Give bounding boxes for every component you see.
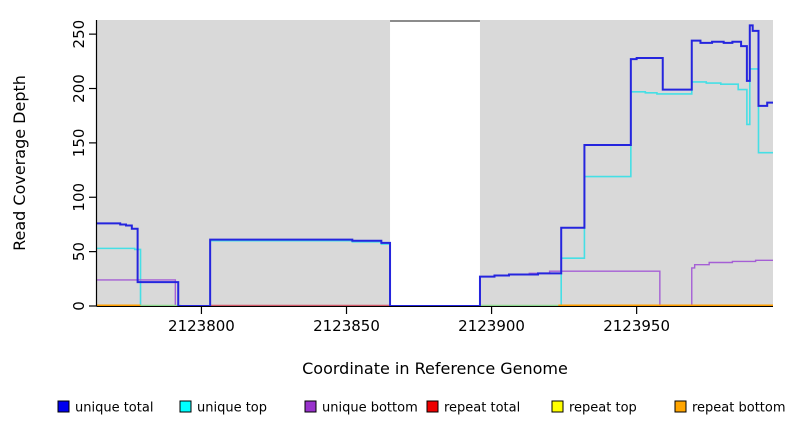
legend-swatch xyxy=(674,400,687,413)
y-tick-label: 200 xyxy=(70,74,88,103)
x-tick-label: 2123800 xyxy=(168,317,235,335)
legend-label: unique total xyxy=(75,401,153,416)
legend-item: repeat bottom xyxy=(674,400,786,416)
legend: unique total unique top unique bottom repea… xyxy=(57,400,786,416)
legend-item: unique total xyxy=(57,400,153,416)
series-line-unique-top xyxy=(97,68,773,307)
y-tick-label: 50 xyxy=(70,242,88,261)
x-tick-label: 2123850 xyxy=(313,317,380,335)
legend-label: repeat top xyxy=(569,401,637,416)
legend-item: unique bottom xyxy=(304,400,418,416)
y-tick-label: 250 xyxy=(70,20,88,49)
no-data-region xyxy=(390,20,480,306)
y-tick-label: 150 xyxy=(70,129,88,158)
legend-swatch xyxy=(57,400,70,413)
legend-label: repeat bottom xyxy=(692,401,786,416)
legend-swatch xyxy=(179,400,192,413)
legend-item: repeat top xyxy=(551,400,637,416)
x-axis-title: Coordinate in Reference Genome xyxy=(302,359,568,378)
legend-item: unique top xyxy=(179,400,267,416)
legend-label: repeat total xyxy=(444,401,520,416)
x-tick-label: 2123900 xyxy=(458,317,525,335)
y-tick-label: 100 xyxy=(70,183,88,212)
legend-item: repeat total xyxy=(426,400,520,416)
plot-background-layer xyxy=(97,20,773,306)
legend-label: unique top xyxy=(197,401,267,416)
legend-swatch xyxy=(551,400,564,413)
legend-swatch xyxy=(426,400,439,413)
series-line-unique-total xyxy=(97,24,773,307)
legend-swatch xyxy=(304,400,317,413)
axes-layer: 2123800 2123850 2123900 2123950 0 50 100 150 200… xyxy=(70,20,773,335)
legend-label: unique bottom xyxy=(322,401,418,416)
x-tick-label: 2123950 xyxy=(603,317,670,335)
y-axis-title: Read Coverage Depth xyxy=(10,75,29,251)
y-tick-label: 0 xyxy=(70,301,88,311)
